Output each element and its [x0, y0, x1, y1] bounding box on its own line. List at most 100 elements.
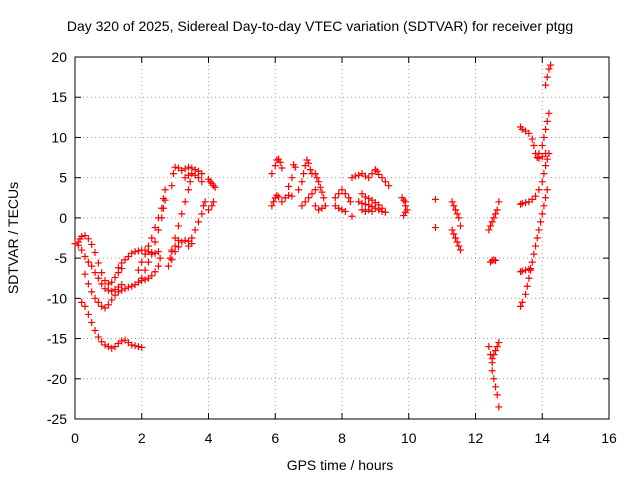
data-point — [275, 193, 283, 201]
data-point — [538, 178, 546, 186]
data-point — [114, 264, 122, 272]
y-tick-label: -25 — [47, 411, 67, 427]
axis-ticks: 0 2 4 6 8 10 12 14 16 -25 -20 -15 -10 -5 0 5 10 15 20 — [47, 49, 617, 446]
data-series — [181, 170, 206, 186]
data-point — [151, 238, 159, 246]
data-series — [138, 196, 169, 282]
data-series — [164, 236, 196, 270]
data-point — [134, 266, 142, 274]
data-point — [495, 403, 503, 411]
data-point — [211, 183, 219, 191]
data-point — [535, 186, 543, 194]
data-point — [400, 196, 408, 204]
data-point — [178, 210, 186, 218]
data-point — [181, 165, 189, 173]
data-point — [138, 258, 146, 266]
data-point — [448, 198, 456, 206]
data-point — [493, 343, 501, 351]
data-point — [538, 153, 546, 161]
data-point — [381, 208, 389, 216]
data-series — [517, 265, 535, 276]
data-point — [485, 226, 493, 234]
data-point — [455, 242, 463, 250]
data-point — [171, 242, 179, 250]
data-point — [543, 155, 551, 163]
data-point — [490, 375, 498, 383]
data-point — [118, 337, 126, 345]
data-point — [373, 167, 381, 175]
grid — [75, 57, 609, 419]
data-series — [431, 224, 439, 232]
data-point — [538, 141, 546, 149]
x-tick-label: 2 — [138, 430, 146, 446]
data-point — [128, 341, 136, 349]
data-point — [401, 208, 409, 216]
data-point — [495, 339, 503, 347]
data-series — [114, 246, 162, 272]
data-point — [151, 268, 159, 276]
data-point — [451, 234, 459, 242]
data-point — [171, 163, 179, 171]
data-point — [375, 170, 383, 178]
data-point — [542, 162, 550, 170]
data-point — [542, 194, 550, 202]
data-series — [542, 61, 555, 89]
y-tick-label: 20 — [51, 49, 67, 65]
data-point — [201, 198, 209, 206]
data-series — [358, 190, 386, 212]
data-point — [273, 191, 281, 199]
data-point — [108, 287, 116, 295]
data-series — [348, 170, 373, 182]
data-series — [81, 254, 164, 312]
data-point — [540, 202, 548, 210]
data-series — [278, 191, 296, 206]
data-point — [268, 202, 276, 210]
data-point — [156, 254, 164, 262]
data-point — [275, 155, 283, 163]
data-point — [134, 247, 142, 255]
x-tick-label: 10 — [401, 430, 417, 446]
x-tick-label: 6 — [271, 430, 279, 446]
data-series — [166, 236, 182, 262]
data-point — [456, 222, 464, 230]
data-point — [455, 214, 463, 222]
data-series — [205, 175, 219, 191]
data-point — [528, 135, 536, 143]
data-point — [378, 204, 386, 212]
data-point — [517, 268, 525, 276]
y-tick-label: 10 — [51, 129, 67, 145]
data-point — [525, 129, 533, 137]
data-point — [104, 343, 112, 351]
data-point — [540, 133, 548, 141]
data-point — [517, 302, 525, 310]
data-point — [365, 195, 373, 203]
data-point — [131, 248, 139, 256]
data-point — [493, 391, 501, 399]
data-point — [318, 188, 326, 196]
data-point — [305, 194, 313, 202]
data-point — [298, 202, 306, 210]
data-point — [313, 174, 321, 182]
x-tick-label: 0 — [71, 430, 79, 446]
data-point — [431, 224, 439, 232]
data-point — [400, 211, 408, 219]
data-point — [178, 166, 186, 174]
data-point — [148, 272, 156, 280]
data-point — [365, 174, 373, 182]
data-point — [88, 318, 96, 326]
data-point — [528, 195, 536, 203]
data-point — [104, 280, 112, 288]
data-point — [495, 198, 503, 206]
data-point — [134, 343, 142, 351]
data-series — [331, 186, 354, 206]
data-point — [78, 298, 86, 306]
data-point — [535, 150, 543, 158]
data-series — [134, 186, 169, 274]
data-point — [316, 183, 324, 191]
data-point — [341, 207, 349, 215]
data-point — [535, 226, 543, 234]
data-point — [518, 199, 526, 207]
data-point — [545, 150, 553, 158]
data-point — [131, 342, 139, 350]
data-point — [91, 248, 99, 256]
